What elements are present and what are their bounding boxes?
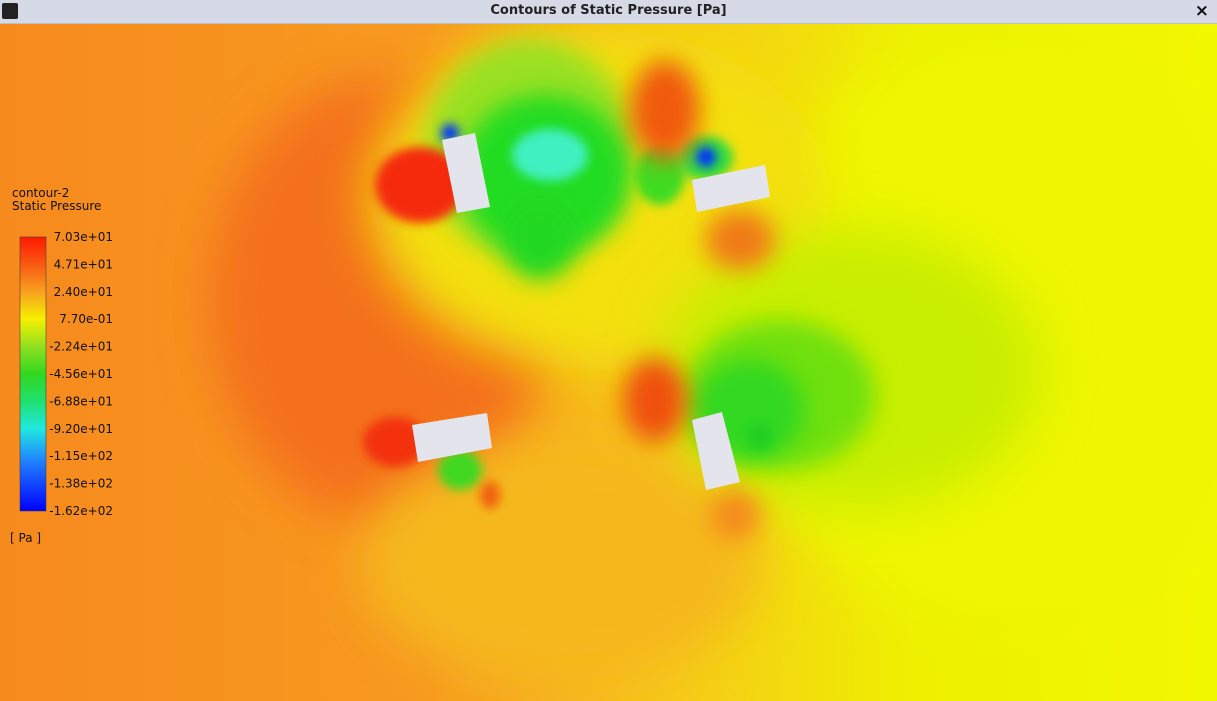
colorbar-label: 2.40e+01 (54, 285, 113, 299)
body (442, 133, 490, 213)
colorbar-label: -1.38e+02 (49, 477, 113, 491)
colorbar-labels: 7.03e+01 4.71e+01 2.40e+01 7.70e-01 -2.24e+0… (49, 230, 113, 518)
legend-variable: Static Pressure (12, 199, 101, 213)
colorbar-label: -6.88e+01 (49, 394, 113, 408)
colorbar-label: -9.20e+01 (49, 422, 113, 436)
colorbar-label: 4.71e+01 (54, 257, 113, 271)
colorbar-label: -2.24e+01 (49, 340, 113, 354)
close-button[interactable]: × (1194, 1, 1209, 21)
body (412, 413, 492, 462)
legend-name: contour-2 (12, 186, 69, 200)
colorbar (19, 236, 47, 512)
bodies (412, 133, 770, 490)
window-title: Contours of Static Pressure [Pa] (490, 3, 727, 18)
app-icon (2, 3, 18, 19)
colorbar-label: -1.62e+02 (49, 504, 113, 518)
body (692, 165, 770, 212)
body (692, 412, 740, 490)
colorbar-label: -4.56e+01 (49, 367, 113, 381)
legend-unit: [ Pa ] (10, 531, 41, 545)
colorbar-label: -1.15e+02 (49, 449, 113, 463)
colorbar-label: 7.70e-01 (59, 312, 113, 326)
title-bar: Contours of Static Pressure [Pa] × (0, 0, 1217, 24)
colorbar-label: 7.03e+01 (54, 230, 113, 244)
